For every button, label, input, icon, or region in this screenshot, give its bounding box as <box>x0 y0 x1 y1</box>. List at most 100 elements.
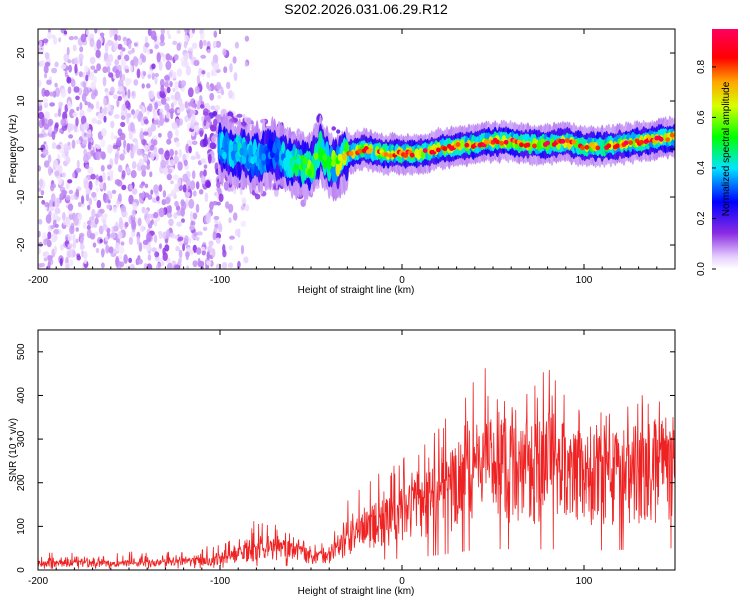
noise-blob <box>123 40 127 45</box>
noise-blob <box>102 224 108 231</box>
y-tick-label: 400 <box>16 387 27 404</box>
noise-blob <box>99 239 103 243</box>
noise-blob <box>115 257 120 268</box>
noise-blob <box>126 142 131 153</box>
noise-blob <box>117 164 123 173</box>
noise-blob <box>232 212 238 221</box>
noise-blob <box>192 190 197 197</box>
noise-blob <box>67 243 73 248</box>
noise-blob <box>97 112 104 120</box>
noise-blob <box>169 81 173 87</box>
noise-blob <box>81 71 86 78</box>
noise-blob <box>160 29 165 35</box>
noise-blob <box>65 195 71 201</box>
noise-blob <box>165 60 172 71</box>
noise-blob <box>115 150 120 160</box>
noise-blob <box>57 108 62 118</box>
noise-blob <box>125 68 130 73</box>
noise-blob <box>202 39 207 46</box>
noise-blob <box>222 48 227 56</box>
noise-blob <box>195 151 199 157</box>
noise-blob <box>244 204 250 212</box>
noise-blob <box>46 79 52 85</box>
noise-blob <box>151 247 157 253</box>
noise-blob <box>174 200 179 207</box>
noise-blob <box>103 115 107 123</box>
noise-blob <box>47 166 53 176</box>
ridge-cell <box>436 147 441 153</box>
noise-blob <box>191 170 196 180</box>
colorbar-label: Normalized spectral amplitude <box>721 81 732 216</box>
noise-blob <box>80 33 87 43</box>
noise-blob <box>191 113 196 122</box>
noise-blob <box>51 233 58 243</box>
noise-blob <box>161 152 165 162</box>
noise-blob <box>153 110 158 121</box>
noise-blob <box>68 210 73 215</box>
noise-blob <box>79 57 83 65</box>
noise-blob <box>177 161 183 171</box>
ridge-cell <box>571 139 577 145</box>
noise-blob <box>130 170 137 179</box>
noise-blob <box>229 235 235 240</box>
noise-blob <box>203 119 207 127</box>
noise-blob <box>51 67 58 74</box>
noise-blob <box>131 219 137 230</box>
ridge-cell <box>564 138 570 144</box>
noise-blob <box>148 90 155 100</box>
noise-blob <box>82 81 87 89</box>
noise-blob <box>176 68 183 77</box>
noise-blob <box>45 214 52 224</box>
noise-blob <box>60 192 64 198</box>
noise-blob <box>146 83 151 89</box>
noise-blob <box>169 55 173 61</box>
noise-blob <box>126 166 131 175</box>
noise-blob <box>241 197 247 204</box>
noise-blob <box>123 254 128 264</box>
noise-blob <box>128 130 134 140</box>
noise-blob <box>193 60 200 67</box>
ridge-cell <box>495 139 500 145</box>
noise-blob <box>99 208 105 214</box>
noise-blob <box>53 159 59 169</box>
noise-blob <box>102 76 107 87</box>
noise-blob <box>66 76 72 84</box>
noise-blob <box>145 216 151 225</box>
noise-blob <box>38 79 42 88</box>
noise-blob <box>181 218 185 223</box>
noise-blob <box>83 132 88 137</box>
noise-blob <box>180 80 187 87</box>
noise-blob <box>213 40 217 48</box>
noise-blob <box>95 49 101 59</box>
noise-blob <box>194 86 200 95</box>
noise-blob <box>120 115 126 121</box>
noise-blob <box>142 131 149 136</box>
noise-blob <box>113 94 118 100</box>
noise-blob <box>84 65 89 73</box>
noise-blob <box>176 42 182 52</box>
noise-blob <box>215 232 221 240</box>
noise-blob <box>211 248 216 258</box>
noise-blob <box>82 221 87 229</box>
noise-blob <box>200 174 206 185</box>
noise-blob <box>90 65 96 70</box>
noise-blob <box>240 220 247 227</box>
noise-blob <box>47 118 54 126</box>
noise-blob <box>62 190 68 195</box>
noise-blob <box>221 89 225 96</box>
noise-blob <box>143 154 148 162</box>
ridge-cell <box>580 145 585 151</box>
noise-blob <box>108 246 114 254</box>
noise-blob <box>204 192 209 203</box>
noise-blob <box>152 135 158 141</box>
noise-blob <box>196 247 202 255</box>
noise-blob <box>205 212 212 220</box>
noise-blob <box>147 73 152 79</box>
noise-blob <box>86 107 92 113</box>
noise-blob <box>199 30 203 34</box>
y-tick-label: 20 <box>16 47 27 59</box>
noise-blob <box>98 175 104 183</box>
ridge-cell <box>357 148 363 154</box>
noise-blob <box>154 74 158 85</box>
